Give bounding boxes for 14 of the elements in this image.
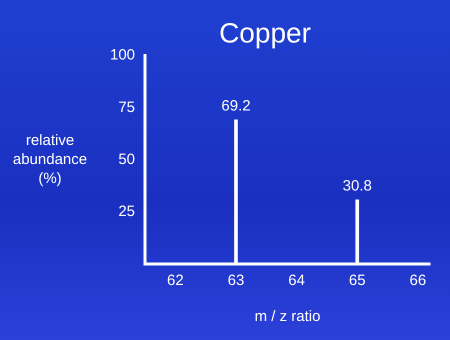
y-tick-label: 50: [118, 150, 136, 168]
x-tick-label: 65: [348, 272, 366, 290]
x-axis-title: m / z ratio: [254, 308, 320, 326]
chart-title: Copper: [219, 18, 311, 49]
x-tick-label: 64: [288, 272, 305, 290]
y-tick-label: 75: [118, 98, 136, 116]
y-axis-title: relative abundance (%): [12, 132, 88, 187]
x-tick-label: 66: [410, 272, 426, 290]
y-tick-label: 25: [118, 203, 136, 220]
data-label: 30.8: [342, 177, 372, 194]
x-tick-label: 62: [167, 272, 184, 290]
y-tick-label: 100: [110, 46, 136, 64]
data-label: 69.2: [221, 97, 251, 114]
x-tick-label: 63: [228, 272, 244, 290]
